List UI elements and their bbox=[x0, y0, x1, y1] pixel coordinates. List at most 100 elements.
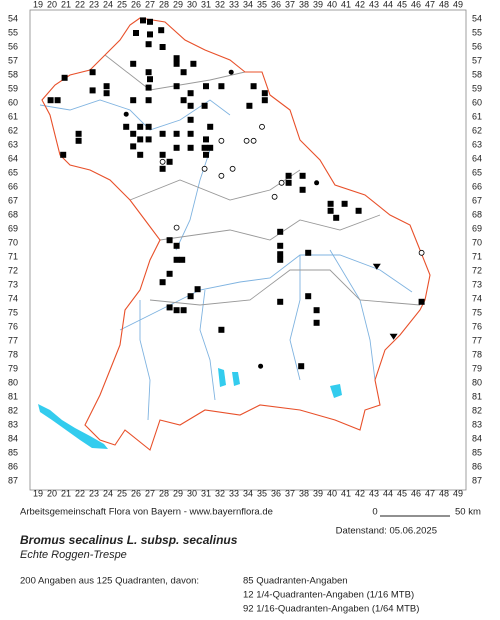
row-label: 56 bbox=[8, 41, 18, 51]
row-label: 56 bbox=[472, 41, 482, 51]
column-label: 39 bbox=[313, 0, 323, 9]
record-square bbox=[137, 136, 144, 143]
column-label: 20 bbox=[47, 488, 57, 498]
count-line: 85 Quadranten-Angaben bbox=[243, 576, 348, 587]
record-square bbox=[298, 363, 305, 370]
row-label: 87 bbox=[8, 475, 18, 485]
record-circle bbox=[259, 123, 265, 130]
column-label: 36 bbox=[271, 488, 281, 498]
column-label: 23 bbox=[89, 488, 99, 498]
row-label: 69 bbox=[472, 223, 482, 233]
column-label: 40 bbox=[327, 0, 337, 9]
record-square bbox=[277, 228, 284, 235]
row-label: 67 bbox=[8, 195, 18, 205]
row-label: 79 bbox=[8, 363, 18, 373]
record-square bbox=[173, 307, 180, 314]
column-label: 33 bbox=[229, 488, 239, 498]
row-label: 57 bbox=[8, 55, 18, 65]
column-label: 24 bbox=[103, 488, 113, 498]
row-label: 84 bbox=[472, 433, 482, 443]
record-square bbox=[145, 69, 152, 76]
record-square bbox=[140, 17, 146, 24]
column-label: 30 bbox=[187, 0, 197, 9]
record-square bbox=[89, 87, 96, 94]
row-label: 70 bbox=[8, 237, 18, 247]
record-square bbox=[180, 97, 187, 104]
row-label: 55 bbox=[8, 27, 18, 37]
record-square bbox=[313, 319, 320, 326]
row-label: 82 bbox=[472, 405, 482, 415]
row-label: 61 bbox=[472, 111, 482, 121]
row-label: 72 bbox=[472, 265, 482, 275]
column-label: 34 bbox=[243, 0, 253, 9]
row-label: 85 bbox=[472, 447, 482, 457]
column-label: 19 bbox=[33, 0, 43, 9]
column-label: 45 bbox=[397, 488, 407, 498]
row-label: 61 bbox=[8, 111, 18, 121]
count-line: 12 1/4-Quadranten-Angaben (1/16 MTB) bbox=[243, 590, 414, 601]
record-square bbox=[61, 74, 68, 81]
record-square bbox=[187, 130, 194, 137]
record-square bbox=[187, 102, 194, 109]
row-label: 65 bbox=[472, 167, 482, 177]
record-square bbox=[60, 151, 67, 158]
record-square bbox=[418, 298, 425, 305]
column-label: 35 bbox=[257, 0, 267, 9]
record-square bbox=[180, 69, 187, 76]
row-label: 76 bbox=[8, 321, 18, 331]
record-square bbox=[145, 41, 152, 48]
record-triangle bbox=[372, 263, 381, 270]
row-label: 64 bbox=[472, 153, 482, 163]
record-square bbox=[173, 144, 180, 151]
row-label: 64 bbox=[8, 153, 18, 163]
record-square bbox=[207, 123, 214, 130]
row-label: 76 bbox=[472, 321, 482, 331]
row-label: 60 bbox=[8, 97, 18, 107]
row-label: 79 bbox=[472, 363, 482, 373]
record-square bbox=[327, 200, 334, 207]
column-label: 21 bbox=[61, 488, 71, 498]
record-square bbox=[299, 172, 306, 179]
record-square bbox=[166, 158, 173, 165]
column-label: 29 bbox=[173, 0, 183, 9]
row-label: 77 bbox=[8, 335, 18, 345]
record-square bbox=[277, 256, 284, 263]
record-square bbox=[145, 123, 152, 130]
column-label: 38 bbox=[299, 0, 309, 9]
record-square bbox=[75, 130, 82, 137]
column-label: 26 bbox=[131, 488, 141, 498]
record-square bbox=[173, 130, 180, 137]
record-square bbox=[305, 293, 312, 300]
column-label: 20 bbox=[47, 0, 57, 9]
record-square bbox=[147, 31, 153, 38]
row-label: 54 bbox=[472, 13, 482, 23]
column-label: 31 bbox=[201, 0, 211, 9]
row-label: 83 bbox=[472, 419, 482, 429]
count-line: 92 1/16-Quadranten-Angaben (1/64 MTB) bbox=[243, 604, 419, 615]
record-square bbox=[75, 137, 82, 144]
column-label: 22 bbox=[75, 0, 85, 9]
record-square bbox=[173, 256, 180, 263]
subtitle: Echte Roggen-Trespe bbox=[20, 549, 127, 561]
row-label: 74 bbox=[8, 293, 18, 303]
column-label: 19 bbox=[33, 488, 43, 498]
row-label: 78 bbox=[472, 349, 482, 359]
column-label: 40 bbox=[327, 488, 337, 498]
record-circle bbox=[243, 137, 250, 144]
record-square bbox=[261, 90, 268, 97]
column-label: 24 bbox=[103, 0, 113, 9]
record-square bbox=[246, 102, 253, 109]
column-label: 48 bbox=[439, 488, 449, 498]
row-label: 59 bbox=[472, 83, 482, 93]
row-label: 63 bbox=[472, 139, 482, 149]
summary: 200 Angaben aus 125 Quadranten, davon: bbox=[20, 576, 199, 587]
record-square bbox=[103, 83, 110, 90]
row-label: 69 bbox=[8, 223, 18, 233]
record-square bbox=[250, 83, 257, 90]
row-label: 66 bbox=[472, 181, 482, 191]
lake bbox=[38, 404, 108, 449]
record-dot bbox=[258, 363, 264, 369]
column-label: 37 bbox=[285, 0, 295, 9]
rivers bbox=[39, 99, 413, 421]
record-circle bbox=[250, 137, 257, 144]
